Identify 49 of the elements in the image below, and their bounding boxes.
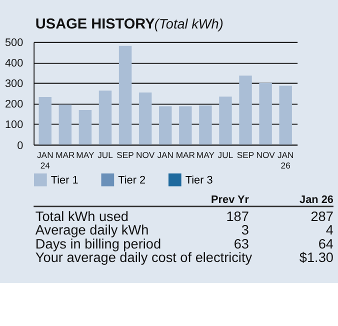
x-tick-label: JAN — [157, 150, 174, 160]
bar — [38, 97, 52, 145]
text: 3 — [241, 222, 249, 238]
text: 63 — [234, 236, 249, 252]
y-tick-label: 500 — [4, 37, 24, 50]
x-tick-label: NOV — [136, 150, 155, 160]
bar — [179, 106, 192, 145]
text: Average daily kWh — [35, 222, 149, 238]
bar — [259, 82, 272, 145]
bar — [159, 106, 172, 145]
bar — [58, 104, 72, 145]
y-tick-label: 400 — [4, 58, 24, 70]
x-tick-label: MAR — [56, 150, 75, 160]
x-tick-label: MAR — [176, 150, 195, 160]
chart-subtitle: (Total kWh) — [154, 16, 224, 32]
legend-label: Tier 3 — [185, 174, 213, 186]
bar — [279, 86, 292, 145]
y-tick-label: 300 — [4, 78, 24, 90]
bar — [138, 92, 152, 145]
text: 64 — [318, 236, 334, 252]
x-tick-label: JUL — [98, 150, 114, 160]
text: Total kWh used — [35, 209, 128, 224]
text: Days in billing period — [35, 236, 162, 252]
bar — [219, 96, 232, 145]
text: $1.30 — [299, 250, 334, 265]
x-tick-label: MAY — [76, 150, 94, 160]
text: Jan 26 — [300, 194, 334, 206]
bar — [78, 110, 92, 145]
y-tick-label: 200 — [4, 98, 24, 111]
text: 287 — [310, 209, 334, 224]
x-tick-label: SEP — [236, 150, 254, 160]
chart-title: USAGE HISTORY — [35, 16, 156, 32]
bar — [118, 46, 132, 145]
bar — [98, 90, 112, 145]
bar — [239, 76, 252, 145]
legend-label: Tier 1 — [50, 174, 78, 186]
x-tick-label: NOV — [256, 150, 276, 160]
text: 4 — [326, 222, 334, 238]
x-tick-label: JUL — [218, 150, 234, 160]
x-tick-label: MAY — [196, 150, 215, 160]
x-tick-label: JAN 26 — [277, 150, 294, 170]
text: Prev Yr — [211, 194, 250, 206]
legend-label: Tier 2 — [118, 174, 146, 186]
bar — [199, 105, 212, 145]
text: 187 — [226, 209, 249, 224]
x-tick-label: JAN 24 — [36, 150, 54, 170]
y-tick-label: 0 — [17, 140, 24, 152]
y-tick-label: 100 — [4, 119, 24, 132]
x-tick-label: SEP — [116, 150, 134, 160]
